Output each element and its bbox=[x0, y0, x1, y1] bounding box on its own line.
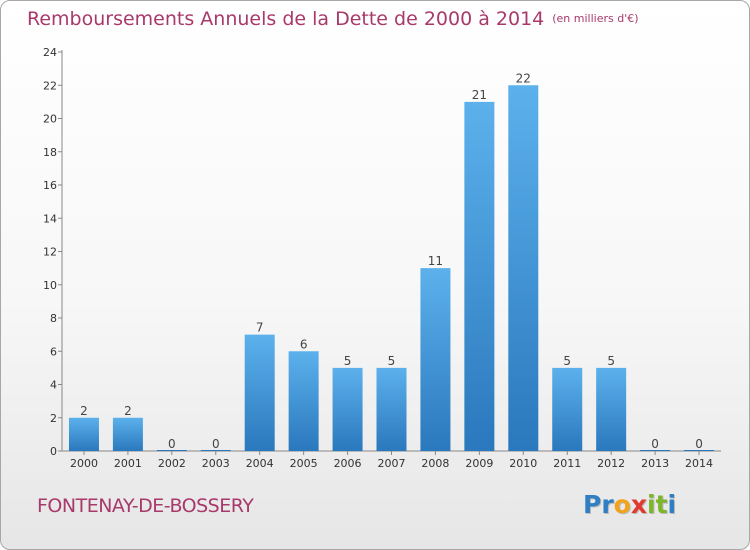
bar bbox=[464, 101, 495, 451]
bar bbox=[640, 450, 671, 451]
logo-letter: r bbox=[601, 490, 614, 519]
x-tick-label: 2005 bbox=[290, 457, 318, 470]
bar-value-label: 11 bbox=[428, 254, 443, 268]
x-tick-label: 2000 bbox=[70, 457, 98, 470]
bar-value-label: 0 bbox=[651, 437, 659, 451]
chart-title-text: Remboursements Annuels de la Dette de 20… bbox=[27, 8, 545, 30]
bar-value-label: 5 bbox=[563, 354, 571, 368]
x-tick-label: 2004 bbox=[246, 457, 274, 470]
y-tick-label: 4 bbox=[50, 379, 57, 392]
y-tick-label: 22 bbox=[43, 79, 57, 92]
y-tick-label: 10 bbox=[43, 279, 57, 292]
bar bbox=[244, 334, 275, 451]
bar-value-label: 0 bbox=[212, 437, 220, 451]
bar bbox=[376, 367, 407, 451]
bar-value-label: 2 bbox=[80, 404, 88, 418]
logo-letter: i bbox=[647, 490, 656, 519]
bar bbox=[200, 450, 231, 451]
y-tick-label: 8 bbox=[50, 312, 57, 325]
bar bbox=[156, 450, 187, 451]
x-tick-label: 2001 bbox=[114, 457, 142, 470]
logo-letter: i bbox=[667, 490, 677, 519]
bar bbox=[332, 367, 363, 451]
bar-value-label: 6 bbox=[300, 337, 308, 351]
x-tick-label: 2012 bbox=[597, 457, 625, 470]
y-tick-label: 18 bbox=[43, 146, 57, 159]
bar bbox=[596, 367, 627, 451]
logo-letter: t bbox=[655, 490, 668, 519]
y-tick-label: 16 bbox=[43, 179, 57, 192]
bar bbox=[112, 417, 143, 451]
bar-value-label: 0 bbox=[695, 437, 703, 451]
bar-value-label: 22 bbox=[516, 71, 531, 85]
x-tick-label: 2010 bbox=[509, 457, 537, 470]
bar-value-label: 0 bbox=[168, 437, 176, 451]
x-tick-label: 2006 bbox=[334, 457, 362, 470]
y-tick-label: 0 bbox=[50, 445, 57, 458]
logo-letter: P bbox=[583, 490, 602, 519]
bar-value-label: 5 bbox=[607, 354, 615, 368]
x-tick-label: 2014 bbox=[685, 457, 713, 470]
bar-value-label: 2 bbox=[124, 404, 132, 418]
y-tick-label: 12 bbox=[43, 246, 57, 259]
y-tick-label: 6 bbox=[50, 345, 57, 358]
chart-subtitle: (en milliers d'€) bbox=[552, 12, 639, 25]
commune-name: FONTENAY-DE-BOSSERY bbox=[37, 495, 254, 517]
bar bbox=[420, 268, 451, 451]
x-tick-label: 2013 bbox=[641, 457, 669, 470]
y-tick-label: 20 bbox=[43, 113, 57, 126]
bar-value-label: 5 bbox=[344, 354, 352, 368]
x-tick-label: 2009 bbox=[465, 457, 493, 470]
bar-value-label: 21 bbox=[472, 88, 487, 102]
chart-title: Remboursements Annuels de la Dette de 20… bbox=[27, 8, 639, 30]
x-tick-label: 2008 bbox=[421, 457, 449, 470]
logo-letter: o bbox=[613, 490, 631, 519]
y-tick-label: 24 bbox=[43, 46, 57, 59]
x-tick-label: 2003 bbox=[202, 457, 230, 470]
y-tick-label: 14 bbox=[43, 212, 57, 225]
bar bbox=[684, 450, 715, 451]
bar bbox=[552, 367, 583, 451]
bar bbox=[68, 417, 99, 451]
x-tick-label: 2011 bbox=[553, 457, 581, 470]
logo-letter: x bbox=[630, 490, 647, 519]
y-tick-label: 2 bbox=[50, 412, 57, 425]
bar-value-label: 7 bbox=[256, 321, 264, 335]
x-tick-label: 2002 bbox=[158, 457, 186, 470]
x-tick-label: 2007 bbox=[378, 457, 406, 470]
proxiti-logo: Proxiti bbox=[583, 490, 676, 519]
bar bbox=[288, 351, 319, 451]
bar-value-label: 5 bbox=[388, 354, 396, 368]
bar bbox=[508, 85, 539, 451]
